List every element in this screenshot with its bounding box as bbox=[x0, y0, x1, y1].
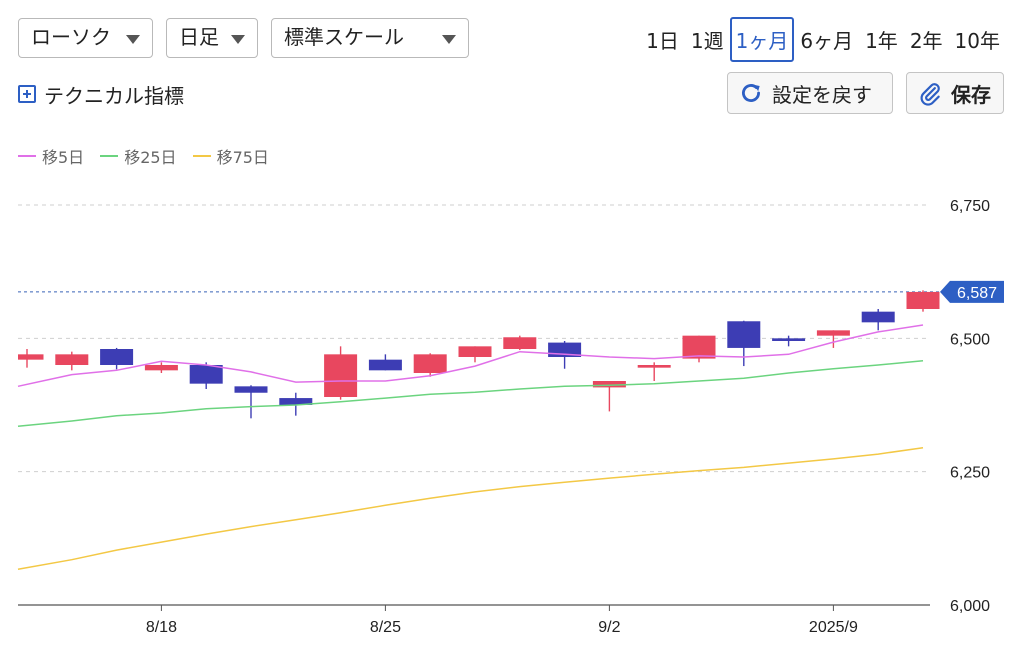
candle bbox=[279, 392, 313, 416]
candle bbox=[772, 335, 806, 347]
candle bbox=[413, 353, 447, 377]
candle-body bbox=[413, 354, 447, 373]
period-selector: 1日 1週 1ヶ月 6ヶ月 1年 2年 10年 bbox=[640, 16, 1006, 62]
legend-ma25: 移25日 bbox=[100, 144, 177, 168]
refresh-icon bbox=[742, 84, 760, 102]
legend-ma5-label: 移5日 bbox=[42, 148, 85, 167]
candle bbox=[906, 290, 940, 312]
chevron-down-icon bbox=[442, 35, 456, 44]
scale-select[interactable]: 標準スケール bbox=[271, 18, 469, 58]
legend-ma75-swatch bbox=[192, 155, 211, 157]
technical-indicator-button[interactable]: テクニカル指標 bbox=[18, 80, 184, 108]
candle bbox=[18, 349, 44, 368]
candle-body bbox=[324, 354, 358, 397]
candle-body bbox=[368, 359, 402, 371]
candle-body bbox=[637, 365, 671, 368]
candle bbox=[324, 346, 358, 400]
x-tick-label: 2025/9 bbox=[809, 619, 858, 636]
reset-settings-button[interactable]: 設定を戻す bbox=[727, 72, 893, 114]
chart-type-select[interactable]: ローソク bbox=[18, 18, 153, 58]
y-tick-label: 6,500 bbox=[950, 331, 990, 348]
candle-body bbox=[458, 346, 492, 357]
paperclip-icon bbox=[920, 83, 940, 106]
x-tick-label: 8/18 bbox=[146, 619, 177, 636]
legend-ma75-label: 移75日 bbox=[216, 148, 269, 167]
x-tick-label: 8/25 bbox=[370, 619, 401, 636]
y-tick-label: 6,750 bbox=[950, 198, 990, 215]
candle bbox=[816, 330, 850, 348]
period-1y[interactable]: 1年 bbox=[865, 28, 898, 53]
period-1m[interactable]: 1ヶ月 bbox=[729, 16, 795, 62]
candle-body bbox=[861, 311, 895, 323]
candle-body bbox=[816, 330, 850, 336]
legend-ma5: 移5日 bbox=[18, 144, 84, 168]
legend-ma25-swatch bbox=[100, 155, 119, 157]
period-6m[interactable]: 6ヶ月 bbox=[800, 28, 854, 53]
candle bbox=[503, 335, 537, 351]
candle-body bbox=[189, 365, 223, 384]
candle-body bbox=[906, 291, 940, 309]
candle-body bbox=[503, 337, 537, 349]
candle-body bbox=[592, 381, 626, 388]
candle-body bbox=[682, 335, 716, 359]
save-button[interactable]: 保存 bbox=[906, 72, 1004, 114]
ma5-line bbox=[17, 324, 924, 388]
chevron-down-icon bbox=[231, 35, 245, 44]
legend-ma75: 移75日 bbox=[192, 144, 269, 168]
legend-ma5-swatch bbox=[18, 155, 36, 157]
candle-body bbox=[279, 398, 313, 405]
plus-icon bbox=[18, 85, 36, 103]
candle bbox=[682, 335, 716, 363]
chart-type-value: ローソク bbox=[31, 25, 111, 49]
chevron-down-icon bbox=[126, 35, 140, 44]
candle bbox=[861, 309, 895, 331]
y-tick-label: 6,250 bbox=[950, 465, 990, 482]
x-tick-label: 9/2 bbox=[598, 619, 620, 636]
candle-body bbox=[144, 365, 178, 371]
candle bbox=[637, 362, 671, 381]
save-label: 保存 bbox=[951, 82, 991, 107]
candle-body bbox=[234, 386, 268, 393]
interval-value: 日足 bbox=[179, 25, 219, 49]
candle bbox=[234, 385, 268, 419]
y-tick-label: 6,000 bbox=[950, 598, 990, 615]
period-2y[interactable]: 2年 bbox=[909, 28, 943, 53]
last-price-label: 6,587 bbox=[957, 285, 997, 302]
chart-legend: 移5日 移25日 移75日 bbox=[18, 144, 285, 168]
candle-body bbox=[18, 354, 44, 360]
candle-body bbox=[55, 354, 89, 365]
candle bbox=[55, 351, 89, 371]
candle-body bbox=[772, 338, 806, 341]
ma25-line bbox=[17, 359, 924, 428]
interval-select[interactable]: 日足 bbox=[166, 18, 258, 58]
candle bbox=[458, 346, 492, 363]
last-price-marker bbox=[940, 280, 1004, 303]
candle bbox=[100, 347, 134, 370]
candle-body bbox=[727, 321, 761, 348]
candle-body bbox=[100, 349, 134, 365]
period-10y[interactable]: 10年 bbox=[954, 28, 1000, 53]
candle bbox=[592, 381, 626, 412]
candle bbox=[189, 362, 223, 389]
candle bbox=[727, 320, 761, 367]
period-1d[interactable]: 1日 bbox=[646, 28, 679, 53]
reset-settings-label: 設定を戻す bbox=[772, 82, 872, 107]
technical-indicator-label: テクニカル指標 bbox=[44, 83, 184, 108]
scale-value: 標準スケール bbox=[284, 25, 404, 49]
legend-ma25-label: 移25日 bbox=[124, 148, 177, 167]
candle bbox=[144, 362, 178, 373]
candle bbox=[368, 354, 402, 371]
ma75-line bbox=[17, 446, 924, 571]
period-1w[interactable]: 1週 bbox=[690, 28, 724, 53]
